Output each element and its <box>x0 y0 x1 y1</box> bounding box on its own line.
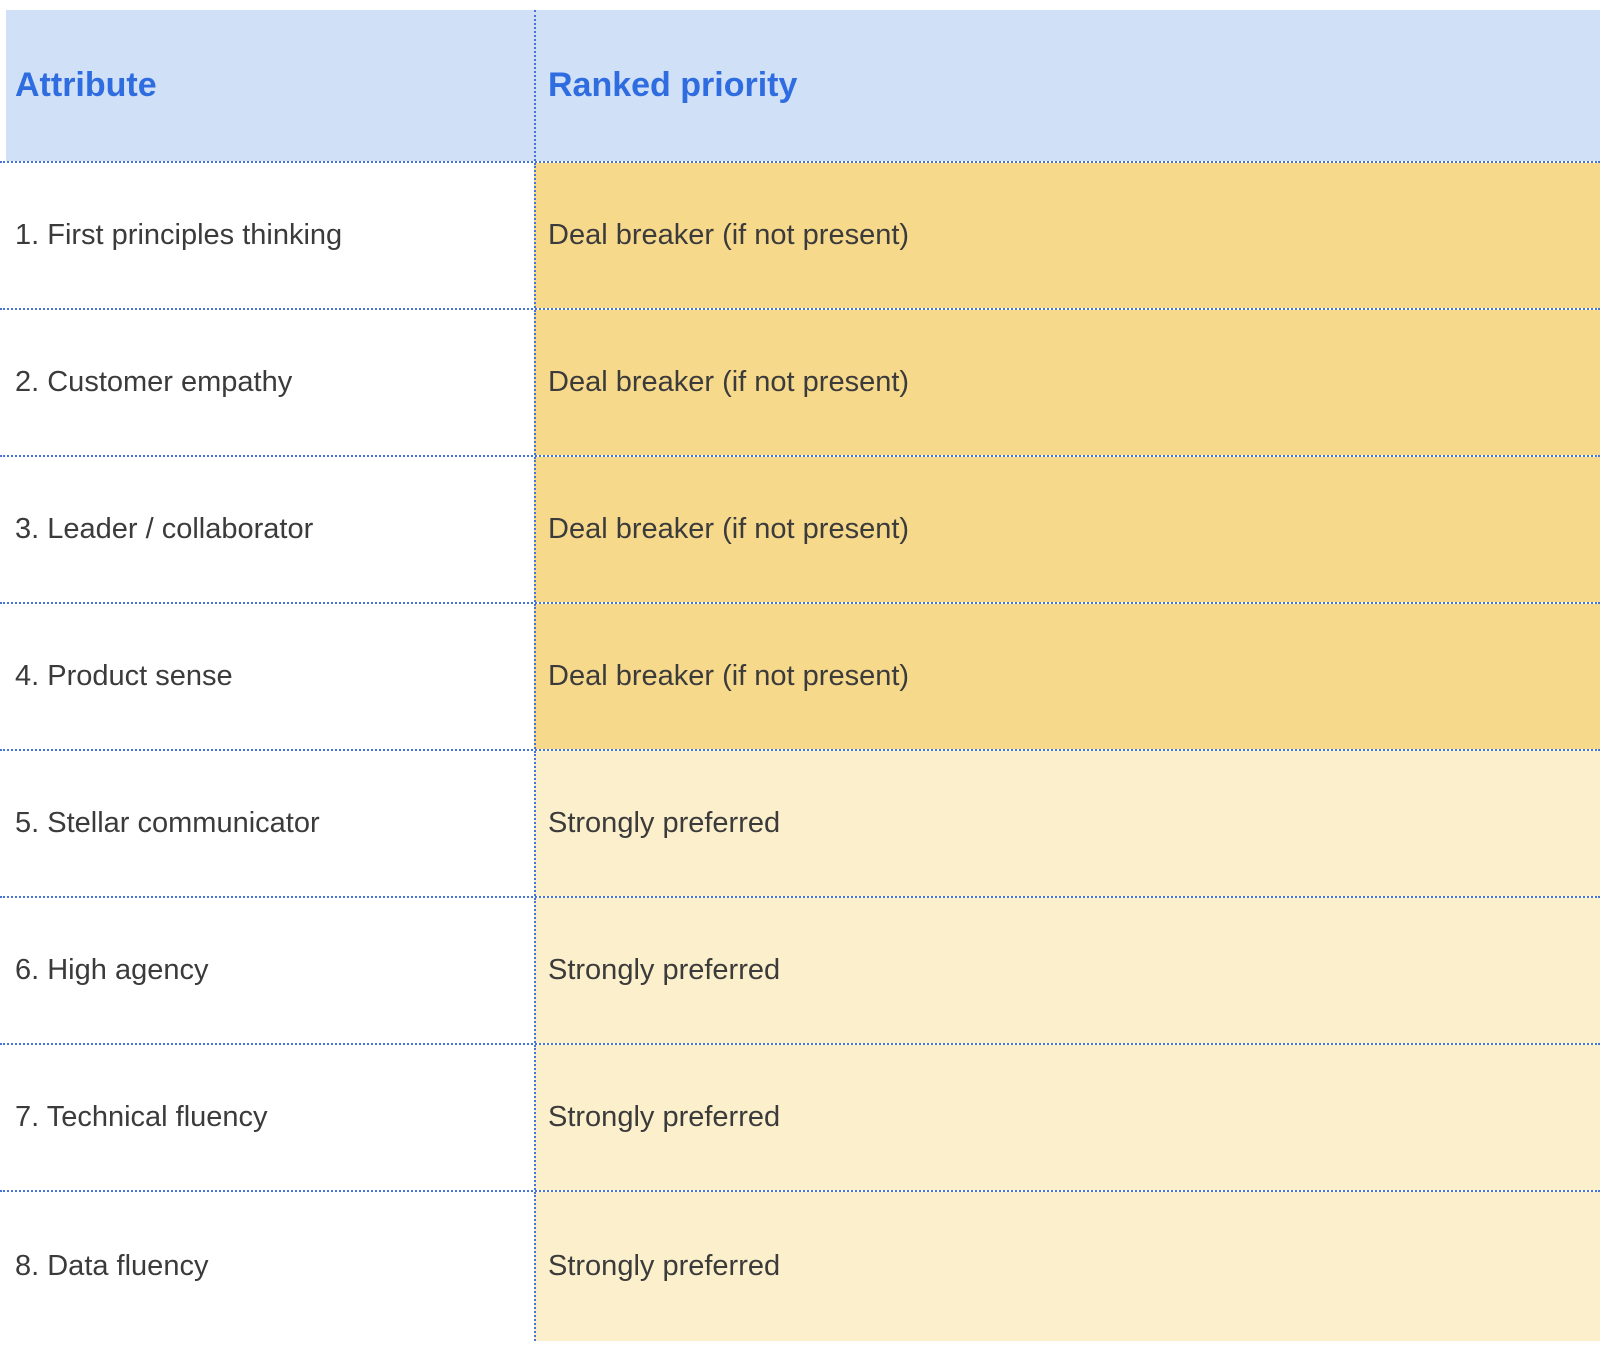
priority-cell: Deal breaker (if not present) <box>534 163 1600 308</box>
table-row: 8. Data fluency Strongly preferred <box>0 1190 1600 1341</box>
attribute-cell: 2. Customer empathy <box>0 310 534 455</box>
attribute-cell: 1. First principles thinking <box>0 163 534 308</box>
attribute-cell: 8. Data fluency <box>0 1192 534 1341</box>
priority-cell: Strongly preferred <box>534 751 1600 896</box>
attribute-cell: 6. High agency <box>0 898 534 1043</box>
table-row: 1. First principles thinking Deal breake… <box>0 161 1600 308</box>
table-row: 3. Leader / collaborator Deal breaker (i… <box>0 455 1600 602</box>
attribute-cell: 7. Technical fluency <box>0 1045 534 1190</box>
priority-cell: Strongly preferred <box>534 898 1600 1043</box>
priority-cell: Strongly preferred <box>534 1045 1600 1190</box>
table-row: 6. High agency Strongly preferred <box>0 896 1600 1043</box>
priority-table: Attribute Ranked priority 1. First princ… <box>0 10 1600 1341</box>
priority-cell: Strongly preferred <box>534 1192 1600 1341</box>
attribute-cell: 5. Stellar communicator <box>0 751 534 896</box>
table-row: 4. Product sense Deal breaker (if not pr… <box>0 602 1600 749</box>
table-header-row: Attribute Ranked priority <box>0 10 1600 161</box>
priority-cell: Deal breaker (if not present) <box>534 457 1600 602</box>
priority-cell: Deal breaker (if not present) <box>534 604 1600 749</box>
table-row: 7. Technical fluency Strongly preferred <box>0 1043 1600 1190</box>
table-row: 2. Customer empathy Deal breaker (if not… <box>0 308 1600 455</box>
priority-cell: Deal breaker (if not present) <box>534 310 1600 455</box>
column-header-attribute: Attribute <box>0 10 534 161</box>
table-row: 5. Stellar communicator Strongly preferr… <box>0 749 1600 896</box>
attribute-cell: 3. Leader / collaborator <box>0 457 534 602</box>
table-body: 1. First principles thinking Deal breake… <box>0 161 1600 1341</box>
attribute-cell: 4. Product sense <box>0 604 534 749</box>
column-header-ranked-priority: Ranked priority <box>534 10 1600 161</box>
